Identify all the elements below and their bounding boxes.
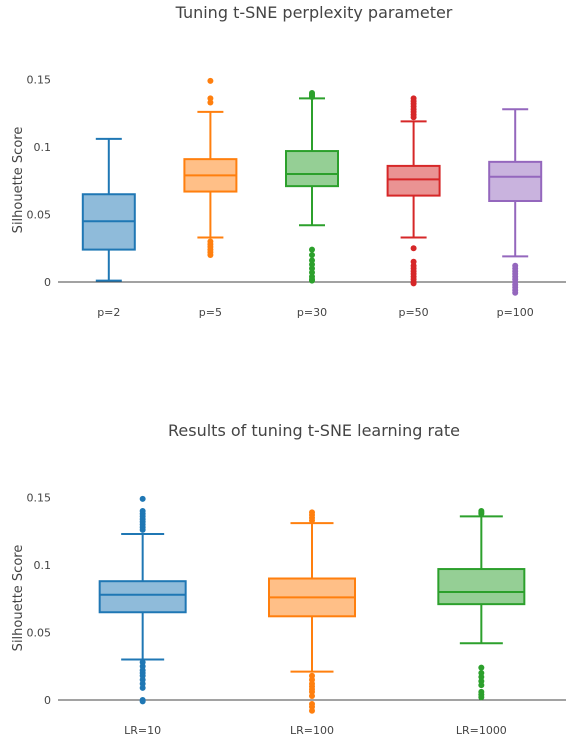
chart1-y-axis-label: Silhouette Score (11, 127, 26, 234)
outlier-point (207, 252, 214, 258)
outlier-point (478, 510, 485, 517)
iqr-box (437, 568, 526, 606)
outlier-point (309, 94, 315, 101)
iqr-box (488, 160, 543, 203)
outlier-point (139, 698, 146, 705)
chart1-x-tick-label: p=30 (297, 306, 327, 319)
outlier-point (478, 694, 485, 701)
chart1-box-p-30 (285, 90, 339, 284)
chart1-x-tick-label: p=2 (97, 306, 120, 319)
outlier-point (139, 495, 146, 502)
outlier-point (139, 526, 146, 533)
chart2-x-tick-label: LR=1000 (456, 724, 507, 737)
outlier-point (410, 245, 417, 252)
outlier-point (309, 252, 315, 258)
outlier-point (478, 682, 485, 689)
outlier-point (309, 246, 315, 253)
outlier-point (478, 664, 485, 671)
iqr-box (98, 580, 187, 614)
chart1-title: Tuning t-SNE perplexity parameter (175, 3, 453, 22)
chart2-y-axis-label: Silhouette Score (11, 545, 26, 652)
outlier-point (309, 277, 315, 284)
chart1-box-p-2 (81, 137, 136, 282)
chart2-y-tick-label: 0 (44, 694, 51, 707)
chart2-x-tick-label: LR=10 (124, 724, 161, 737)
chart1-box-p-5 (183, 77, 238, 258)
chart2-box-lr-100 (268, 509, 356, 714)
chart2-box-lr-10 (98, 495, 187, 705)
outlier-point (309, 707, 315, 714)
chart1-plot-area: 0 0.05 0.1 0.15 p=2 p=5 p=30 p=50 p=100 (27, 74, 566, 319)
iqr-box (285, 150, 339, 188)
chart1-box-p-100 (488, 108, 543, 296)
chart2-y-tick-label: 0.05 (27, 627, 52, 640)
chart1-y-tick-label: 0.1 (34, 141, 52, 154)
chart2-title: Results of tuning t-SNE learning rate (168, 421, 460, 440)
chart2-x-tick-label: LR=100 (290, 724, 334, 737)
outlier-point (410, 280, 417, 287)
chart1-box-p-50 (386, 95, 441, 287)
outlier-point (410, 114, 417, 121)
chart1-y-tick-label: 0 (44, 276, 51, 289)
chart2-box-lr-1000 (437, 508, 526, 701)
iqr-box (386, 164, 441, 197)
outlier-point (207, 99, 214, 106)
chart2-y-tick-label: 0.1 (34, 559, 52, 572)
outlier-point (512, 289, 519, 296)
chart1-y-tick-label: 0.05 (27, 209, 52, 222)
chart1-y-tick-label: 0.15 (27, 74, 52, 87)
chart1-x-tick-label: p=100 (497, 306, 534, 319)
chart2-y-tick-label: 0.15 (27, 492, 52, 505)
outlier-point (207, 77, 214, 84)
chart2-plot-area: 0 0.05 0.1 0.15 LR=10 LR=100 LR=1000 (27, 492, 566, 737)
outlier-point (309, 517, 315, 524)
outlier-point (309, 692, 315, 699)
outlier-point (139, 684, 146, 691)
chart1-x-tick-label: p=50 (398, 306, 428, 319)
chart1-x-tick-label: p=5 (199, 306, 222, 319)
